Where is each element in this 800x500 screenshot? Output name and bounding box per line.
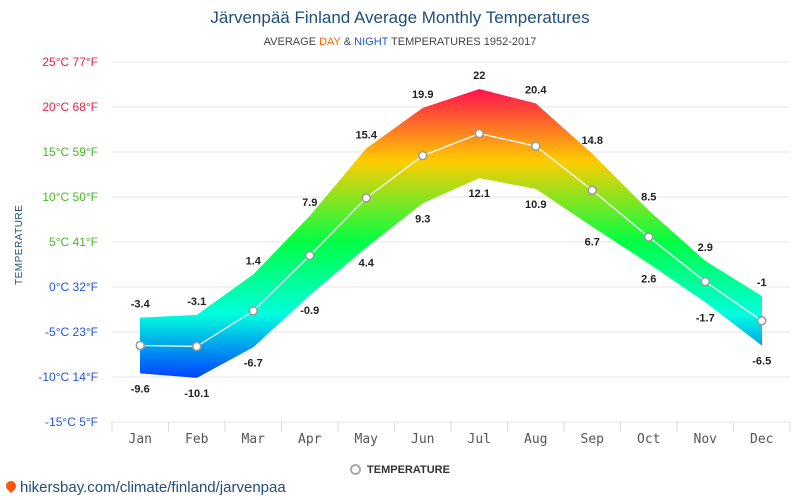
night-value-label: -0.9	[300, 305, 319, 317]
day-value-label: -1	[757, 277, 767, 289]
night-value-label: 2.6	[641, 274, 656, 286]
y-tick-label: -15°C 5°F	[45, 415, 98, 429]
mean-temperature-point	[135, 340, 145, 351]
night-value-label: 6.7	[585, 237, 600, 249]
y-tick-label: 25°C 77°F	[42, 55, 98, 69]
night-value-label: -6.5	[752, 356, 771, 368]
subtitle-suffix: TEMPERATURES 1952-2017	[388, 36, 537, 48]
mean-temperature-point	[248, 306, 258, 316]
chart-title: Järvenpää Finland Average Monthly Temper…	[210, 8, 590, 27]
y-tick-label: -5°C 23°F	[45, 325, 98, 339]
x-tick-label: Apr	[298, 432, 322, 447]
chart-plot: 25°C 77°F 20°C 68°F 15°C 59°F 10°C 50°F 5°C …	[38, 55, 791, 447]
day-value-label: -3.4	[131, 299, 151, 311]
day-value-label: 8.5	[641, 192, 656, 204]
night-value-label: -10.1	[184, 388, 209, 400]
subtitle-night: NIGHT	[354, 36, 389, 48]
temperature-band	[140, 89, 762, 378]
mean-temperature-point	[587, 185, 597, 195]
x-tick-label: Aug	[524, 432, 547, 447]
map-pin-icon	[3, 478, 19, 494]
day-value-label: -3.1	[187, 296, 206, 308]
mean-temperature-point	[305, 250, 315, 261]
night-value-label: 9.3	[415, 213, 430, 225]
legend[interactable]: TEMPERATURE	[0, 464, 800, 476]
y-tick-label: 5°C 41°F	[49, 235, 98, 249]
subtitle-and: &	[340, 36, 355, 48]
mean-temperature-point	[700, 276, 710, 287]
subtitle-day: DAY	[319, 36, 341, 48]
legend-label: TEMPERATURE	[367, 464, 450, 476]
day-value-label: 7.9	[302, 197, 317, 209]
night-value-label: 10.9	[525, 199, 546, 211]
night-value-label: 12.1	[469, 188, 490, 200]
x-tick-label: Dec	[750, 432, 773, 447]
day-value-label: 1.4	[246, 255, 262, 267]
x-tick-label: May	[355, 432, 379, 447]
legend-marker-icon	[350, 464, 362, 475]
x-tick-label: Nov	[694, 432, 718, 447]
y-tick-label: 15°C 59°F	[42, 145, 98, 159]
day-value-label: 14.8	[582, 135, 603, 147]
night-value-label: -6.7	[244, 357, 263, 369]
chart-subtitle: AVERAGE DAY & NIGHT TEMPERATURES 1952-20…	[0, 36, 800, 48]
x-tick-label: Feb	[185, 432, 209, 447]
subtitle-prefix: AVERAGE	[263, 36, 320, 48]
mean-temperature-point	[192, 341, 202, 352]
x-tick-label: Oct	[637, 432, 660, 447]
mean-temperature-point	[531, 141, 541, 151]
x-tick-label: Jul	[468, 432, 491, 447]
day-value-label: 22	[473, 70, 485, 82]
day-value-label: 19.9	[412, 89, 433, 101]
mean-temperature-point	[418, 150, 428, 161]
day-value-label: 2.9	[698, 242, 713, 254]
night-value-label: -1.7	[696, 312, 715, 324]
mean-temperature-line	[140, 132, 763, 348]
day-value-label: 15.4	[356, 129, 378, 141]
mean-temperature-point	[757, 316, 767, 326]
x-tick-label: Jun	[411, 432, 434, 447]
source-text: hikersbay.com/climate/finland/jarvenpaa	[20, 479, 286, 496]
y-tick-label: 10°C 50°F	[42, 190, 98, 204]
mean-temperature-point	[644, 232, 654, 242]
mean-temperature-point	[474, 128, 484, 139]
source-link[interactable]: hikersbay.com/climate/finland/jarvenpaa	[2, 478, 286, 496]
day-value-label: 20.4	[525, 84, 547, 96]
y-tick-label: -10°C 14°F	[38, 370, 98, 384]
mean-temperature-point	[361, 193, 371, 203]
y-tick-label: 20°C 68°F	[42, 100, 98, 114]
y-tick-label: 0°C 32°F	[49, 280, 98, 294]
x-tick-label: Jan	[129, 432, 152, 447]
night-value-label: 4.4	[359, 257, 375, 269]
night-value-label: -9.6	[131, 383, 150, 395]
x-tick-label: Sep	[581, 432, 605, 447]
x-tick-label: Mar	[242, 432, 266, 447]
